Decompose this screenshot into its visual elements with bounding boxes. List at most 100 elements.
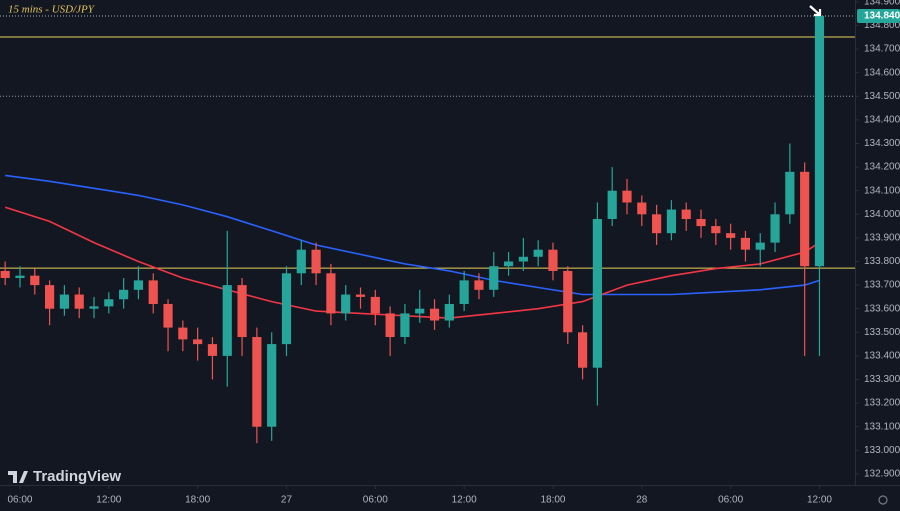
candle-body [800,171,810,267]
x-tick-label: 27 [281,495,293,506]
x-tick-label: 28 [636,495,648,506]
candle-body [281,273,292,345]
candle-body [311,249,321,274]
candle-body [577,332,588,368]
candle-body [326,273,336,314]
candle-body [252,337,262,427]
y-tick-label: 133.300 [864,374,900,385]
x-tick-label: 18:00 [540,495,565,506]
candle-body [429,308,440,321]
candle-body [444,303,454,321]
candle-body [355,294,366,297]
x-tick-label: 06:00 [363,495,388,506]
candle-body [119,289,129,300]
x-tick-label: 18:00 [185,495,210,506]
y-tick-label: 134.300 [864,138,900,149]
candle-body [622,190,632,203]
candle-body [15,275,25,279]
last-price-tag [857,9,900,24]
logo: TradingView [8,468,121,485]
candle-body [207,344,218,356]
candle-body [755,242,765,250]
candle-body [148,280,158,304]
y-tick-label: 134.500 [864,91,900,102]
candle-body [533,249,543,257]
candle-body [548,249,558,271]
candle-body [104,299,114,307]
y-tick-label: 133.700 [864,280,900,291]
x-tick-label: 12:00 [96,495,121,506]
annotation-arrow [809,5,822,17]
y-tick-label: 133.500 [864,327,900,338]
x-tick-label: 06:00 [718,495,743,506]
x-tick-label: 06:00 [7,495,32,506]
candle-body [474,280,484,290]
candle-body [814,16,825,267]
y-tick-label: 133.600 [864,303,900,314]
y-tick-label: 134.100 [864,185,900,196]
candle-body [74,294,84,309]
last-price-label: 134.840 [864,11,900,22]
y-tick-label: 134.700 [864,44,900,55]
y-tick-label: 133.100 [864,421,900,432]
candle-body [592,219,602,368]
candle-body [770,214,780,243]
watermark: TradingView [33,468,121,485]
y-tick-label: 134.000 [864,209,900,220]
candle-body [563,270,573,333]
candle-body [652,214,662,234]
y-tick-label: 133.900 [864,233,900,244]
y-tick-label: 134.600 [864,67,900,78]
candle-body [785,171,795,215]
x-tick-label: 12:00 [452,495,477,506]
y-tick-label: 133.000 [864,445,900,456]
candle-body [163,303,173,328]
y-tick-label: 134.800 [864,20,900,31]
candle-body [696,219,706,227]
candle-body [518,256,528,262]
y-tick-label: 133.400 [864,351,900,362]
candle-body [45,285,55,309]
y-tick-label: 133.800 [864,256,900,267]
y-tick-label: 132.900 [864,469,900,480]
candle-body [385,313,395,338]
y-tick-label: 134.400 [864,115,900,126]
candle-body [415,308,425,314]
candle-body [637,202,647,215]
candle-body [607,190,617,220]
candle-body [178,327,188,340]
candle-body [222,285,232,356]
y-tick-label: 134.900 [864,0,900,8]
candle-body [681,209,691,220]
candle-body [0,270,10,279]
moving-average-line [5,174,820,296]
candle-body [193,339,203,345]
candle-body [237,285,247,338]
candle-body [370,296,380,314]
chart-title: 15 mins - USD/JPY [8,4,96,16]
y-tick-label: 134.200 [864,162,900,173]
moving-average-line [4,206,820,319]
candle-body [341,294,351,314]
plot-area [0,11,855,444]
candle-body [267,344,277,427]
candle-body [89,306,99,309]
candle-body [459,280,469,304]
candle-body [489,266,499,290]
logo-icon [8,471,28,483]
candle-body [30,275,40,286]
candle-body [740,237,751,250]
candle-body [400,313,410,338]
y-tick-label: 133.200 [864,398,900,409]
candle-body [503,261,514,267]
x-tick-label: 12:00 [807,495,832,506]
candle-body [133,280,144,290]
candle-body [726,233,736,238]
candle-body [296,249,306,274]
candle-body [59,294,69,309]
candle-body [711,226,721,234]
settings-icon[interactable] [878,495,888,505]
candle-body [666,209,677,234]
